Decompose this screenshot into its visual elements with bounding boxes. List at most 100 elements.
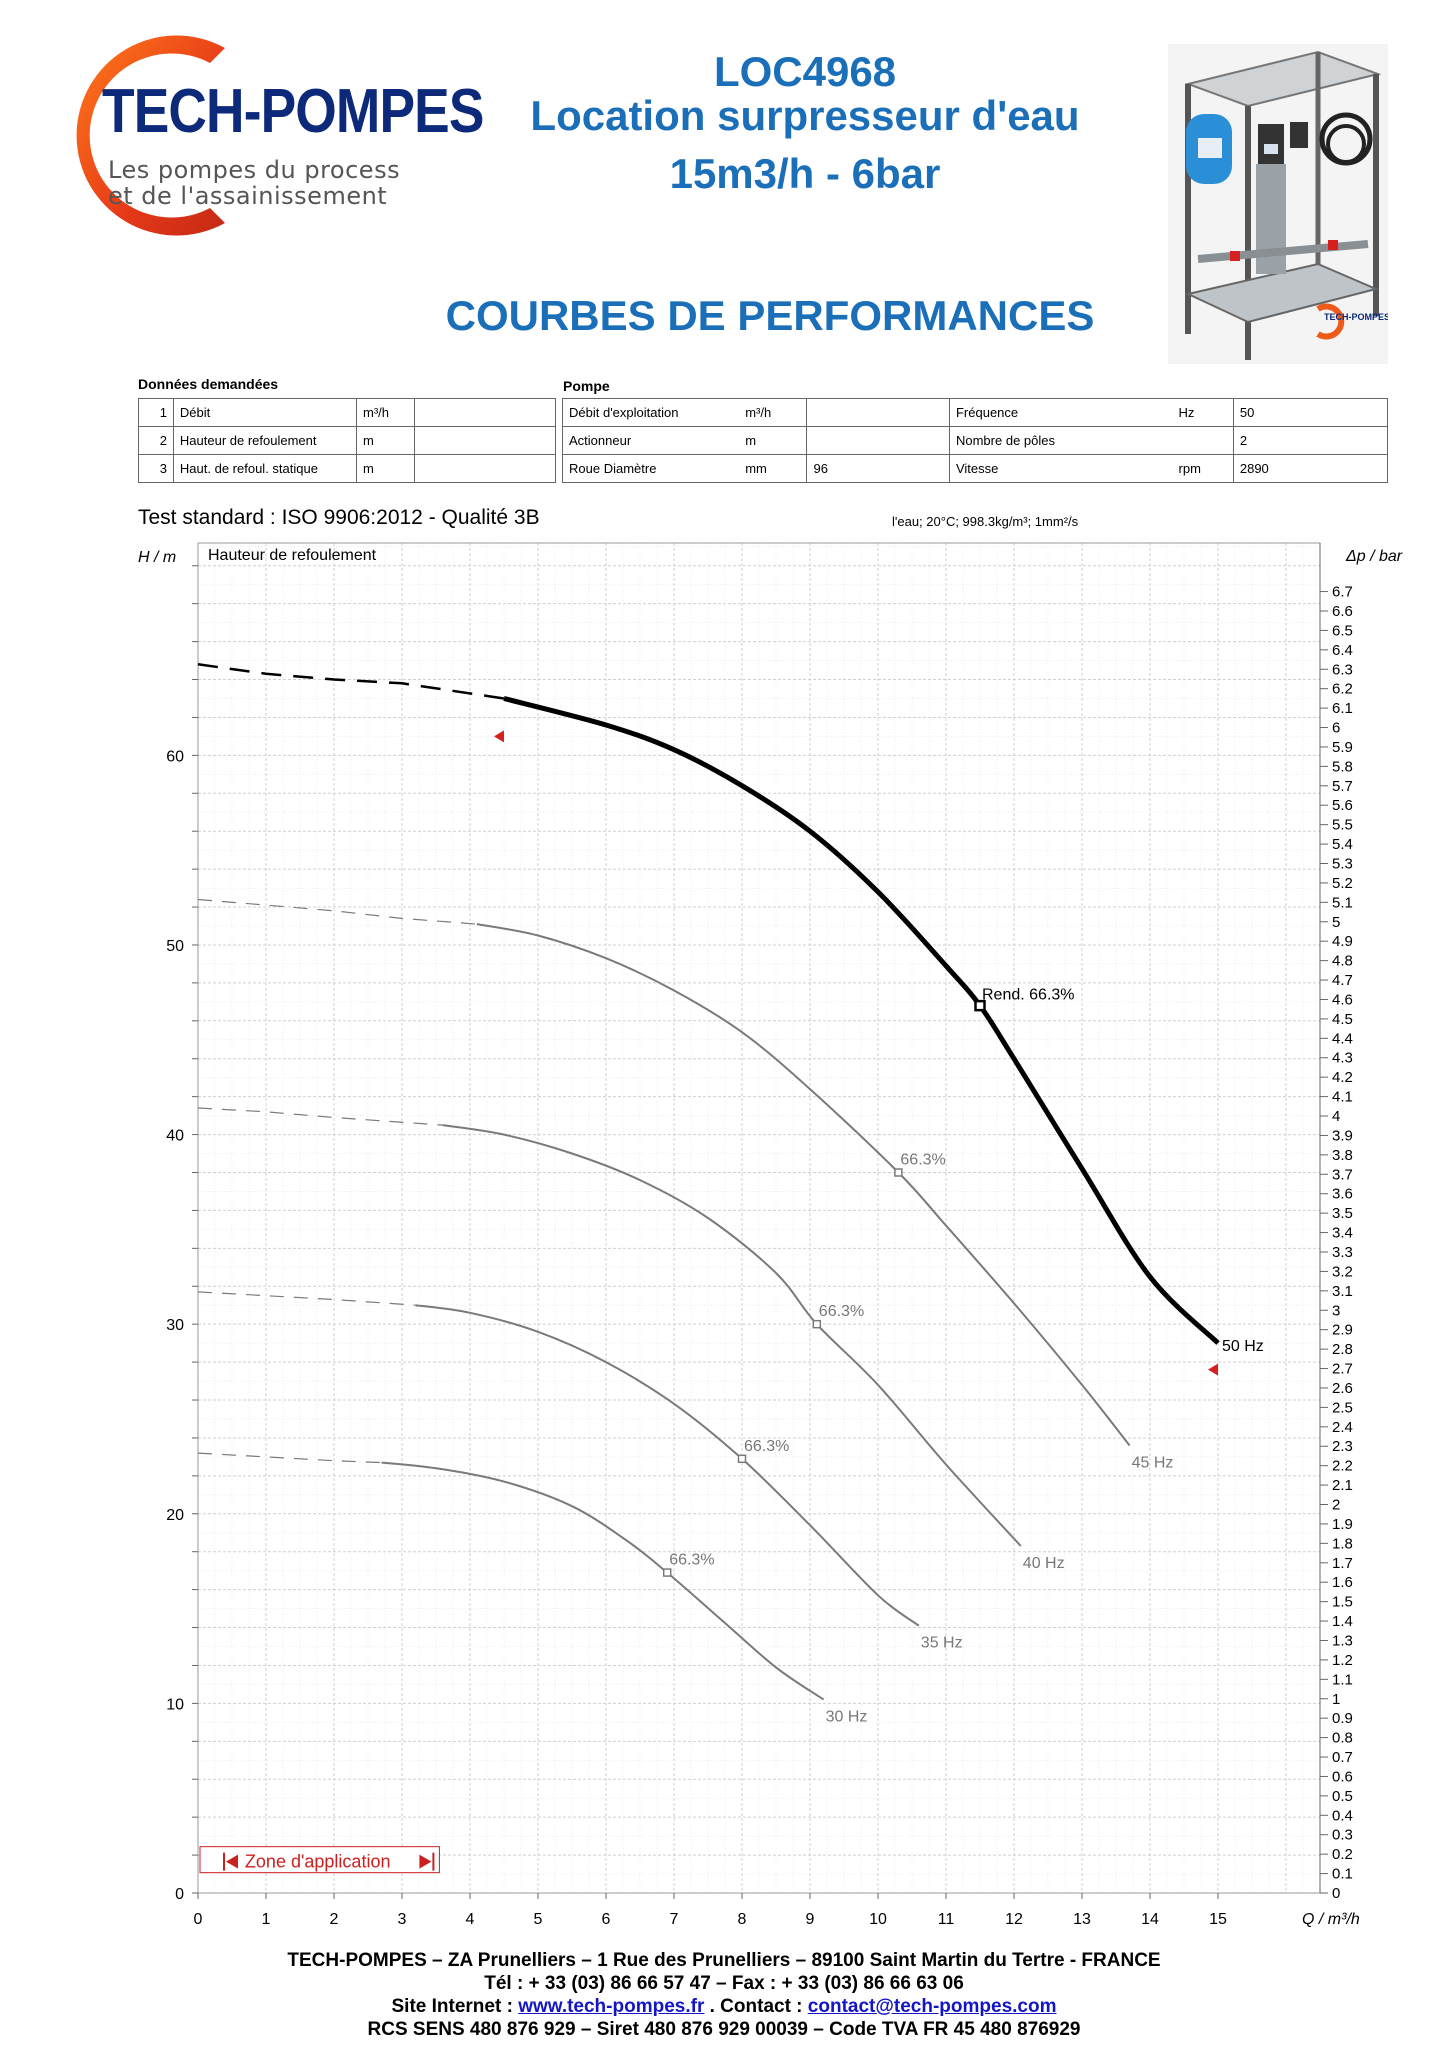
pump-value [806,426,950,455]
bep-marker [894,1168,903,1177]
y2-tick-label: 3.7 [1332,1166,1353,1183]
row-number: 2 [138,426,174,455]
y2-tick-label: 6.5 [1332,622,1353,639]
requested-row: 3 Haut. de refoul. statique m [138,454,556,483]
logo-brand-text: TECH-POMPES [102,77,484,146]
y2-tick-label: 4.6 [1332,991,1353,1008]
bep-label: 66.3% [819,1303,864,1320]
product-reference: LOC4968 [713,48,897,95]
y2-tick-label: 3.4 [1332,1225,1353,1242]
y2-tick-label: 4.2 [1332,1069,1353,1086]
pump-unit: m³/h [739,398,808,427]
logo-swoosh [76,35,225,236]
row-value [414,426,556,455]
curve-extrapolated [197,663,505,700]
pump-unit-2: Hz [1172,398,1234,427]
series-label: 45 Hz [1132,1455,1174,1472]
pump-value [806,398,950,427]
pump-label-2: Nombre de pôles [948,426,1173,455]
requested-data-title: Données demandées [138,376,279,392]
series-label: 50 Hz [1222,1338,1264,1355]
pump-label-2: Fréquence [948,398,1173,427]
y2-tick-label: 1 [1332,1691,1340,1708]
y2-tick-label: 1.1 [1332,1671,1353,1688]
pump-unit: mm [739,454,808,483]
y2-tick-label: 3 [1332,1302,1340,1319]
x-tick-label: 6 [602,1911,611,1928]
series-label: 35 Hz [921,1635,963,1652]
bep-label: 66.3% [744,1438,789,1455]
y2-tick-label: 3.8 [1332,1147,1353,1164]
pump-value-2: 2890 [1232,454,1389,483]
y2-tick-label: 6 [1332,720,1340,737]
x-tick-label: 11 [938,1911,955,1928]
y2-tick-label: 0.8 [1332,1730,1353,1747]
y-axis-label: H / m [138,549,176,566]
y2-tick-label: 5.8 [1332,758,1353,775]
pump-unit-2: rpm [1172,454,1234,483]
website-link[interactable]: www.tech-pompes.fr [518,1996,705,2017]
pump-unit-2 [1172,426,1234,455]
y2-tick-label: 0 [1332,1885,1340,1902]
y2-tick-label: 0.5 [1332,1788,1353,1805]
row-unit: m [356,426,416,455]
y2-tick-label: 0.6 [1332,1768,1353,1785]
y2-tick-label: 0.7 [1332,1749,1353,1766]
y2-tick-label: 5.2 [1332,875,1353,892]
x-tick-label: 12 [1005,1911,1023,1928]
y2-tick-label: 3.6 [1332,1186,1353,1203]
row-unit: m [356,454,416,483]
test-standard: Test standard : ISO 9906:2012 - Qualité … [138,506,540,529]
pump-label: Débit d'exploitation [562,398,740,427]
pump-value-2: 2 [1232,426,1389,455]
footer-contact-prefix: . Contact : [704,1996,808,2017]
series-label: 30 Hz [826,1709,868,1726]
requested-data-table: 1 Débit m³/h 2 Hauteur de refoulement m 3 Haut.… [138,398,556,483]
curve-40-hz [442,1124,1022,1547]
company-logo: TECH-POMPES Les pompes du process et de … [20,18,484,248]
logo-tagline-2: et de l'assainissement [108,182,388,210]
y2-axis-label: Δp / bar [1345,548,1403,565]
y2-tick-label: 4.5 [1332,1011,1353,1028]
curve-50-hz [503,696,1220,1345]
y2-tick-label: 1.9 [1332,1516,1353,1533]
row-number: 1 [138,398,174,427]
x-tick-label: 7 [670,1911,679,1928]
y2-tick-label: 1.2 [1332,1652,1353,1669]
y-tick-label: 20 [166,1507,184,1524]
curve-extrapolated [197,1107,443,1126]
y2-tick-label: 2.2 [1332,1458,1353,1475]
bep-marker [662,1568,672,1577]
requested-row: 2 Hauteur de refoulement m [138,426,556,455]
range-marker [1208,1363,1218,1376]
y2-tick-label: 2.8 [1332,1341,1353,1358]
y2-tick-label: 5.7 [1332,778,1353,795]
y2-tick-label: 1.7 [1332,1555,1353,1572]
curve-35-hz [415,1304,920,1627]
row-value [414,454,556,483]
bep-marker [974,999,986,1012]
bep-marker [812,1319,822,1329]
y2-tick-label: 5.4 [1332,836,1353,853]
y2-tick-label: 6.4 [1332,642,1353,659]
logo-tagline-1: Les pompes du process [108,156,401,184]
x-tick-label: 10 [869,1911,887,1928]
y2-tick-label: 1.3 [1332,1632,1353,1649]
product-photo: TECH-POMPES [1168,44,1390,364]
y2-tick-label: 4.9 [1332,933,1353,950]
y2-tick-label: 3.5 [1332,1205,1353,1222]
pump-label-2: Vitesse [948,454,1173,483]
y2-tick-label: 1.8 [1332,1535,1353,1552]
y2-tick-label: 2.4 [1332,1419,1353,1436]
y-tick-label: 50 [166,938,184,955]
bep-label: 66.3% [669,1552,714,1569]
photo-badge-text: TECH-POMPES [1324,312,1388,322]
footer-registration: RCS SENS 480 876 929 – Siret 480 876 929… [367,2019,1081,2040]
y-tick-label: 30 [166,1317,184,1334]
y2-tick-label: 4.3 [1332,1050,1353,1067]
y2-tick-label: 3.3 [1332,1244,1353,1261]
y2-tick-label: 0.9 [1332,1710,1353,1727]
email-link[interactable]: contact@tech-pompes.com [807,1996,1057,2017]
footer-address: TECH-POMPES – ZA Prunelliers – 1 Rue des… [287,1950,1161,1971]
